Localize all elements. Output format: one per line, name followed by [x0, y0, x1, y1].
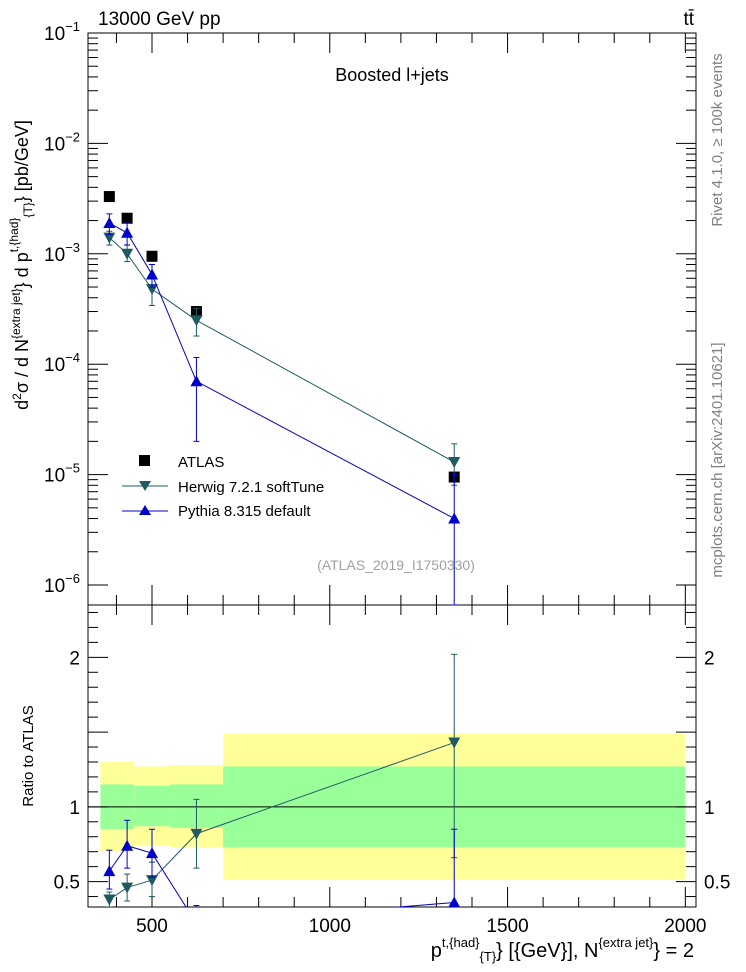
- pythia-main-point: [121, 226, 134, 238]
- herwig-main-line: [108, 237, 455, 463]
- atlas-main-point: [146, 250, 158, 262]
- herwig-main-point: [190, 315, 203, 327]
- side-rivet-label: Rivet 4.1.0, ≥ 100k events: [709, 53, 726, 226]
- main-y-tick-labels: 10−6 10−5 10−4 10−3 10−2 10−1: [44, 19, 80, 597]
- ratio-series-clipped: [103, 653, 461, 928]
- pythia-ratio-point: [121, 839, 134, 851]
- legend-pythia-marker: [139, 505, 151, 515]
- main-series-layer: [103, 191, 461, 606]
- ratio-band-green: [134, 785, 170, 827]
- x-axis-label: pt,{had}{T}} [{GeV}], N{extra jet}} = 2: [431, 935, 694, 964]
- herwig-ratio-point: [121, 882, 134, 894]
- herwig-main-point: [103, 232, 116, 244]
- legend-atlas-marker: [139, 455, 150, 466]
- header-process: tt̄: [683, 9, 694, 30]
- legend-herwig-label: Herwig 7.2.1 softTune: [178, 479, 324, 496]
- ratio-xtick-label: 500: [136, 916, 168, 937]
- herwig-ratio-point: [448, 737, 461, 749]
- main-ytick-label: 10−2: [44, 129, 80, 155]
- legend-atlas-label: ATLAS: [178, 454, 224, 471]
- atlas-main-point: [121, 212, 133, 224]
- analysis-watermark: (ATLAS_2019_I1750330): [317, 557, 475, 573]
- ratio-ytick-label-right: 2: [704, 648, 715, 669]
- ratio-xtick-label: 1500: [486, 916, 528, 937]
- legend-herwig-marker: [139, 481, 151, 491]
- pythia-ratio-point: [103, 865, 116, 877]
- pythia-main-point: [146, 268, 158, 280]
- plot-title: Boosted l+jets: [335, 65, 449, 85]
- side-mcplots-label: mcplots.cern.ch [arXiv:2401.10621]: [709, 342, 726, 577]
- pythia-main-point: [448, 512, 461, 524]
- pythia-ratio-point: [448, 896, 460, 907]
- pythia-main-point: [103, 217, 116, 229]
- herwig-ratio-point: [103, 894, 116, 906]
- herwig-ratio-point: [190, 828, 203, 840]
- main-ytick-label: 10−5: [44, 461, 80, 487]
- header-energy: 13000 GeV pp: [98, 9, 221, 30]
- atlas-main-point: [103, 191, 115, 203]
- main-ytick-label: 10−1: [44, 19, 80, 45]
- ratio-ytick-label: 1: [69, 798, 80, 819]
- ratio-xtick-label: 2000: [664, 916, 706, 937]
- main-ytick-label: 10−4: [44, 350, 80, 376]
- pythia-main-line: [109, 222, 455, 519]
- main-axis-ticks: [88, 32, 696, 605]
- legend: ATLAS Herwig 7.2.1 softTune Pythia 8.315…: [122, 454, 324, 520]
- main-y-axis-label: d2σ / d N{extra jet}} d pt,{had}{T}} [pb…: [7, 120, 35, 410]
- herwig-ratio-point: [146, 875, 158, 887]
- ratio-ytick-label-right: 0.5: [704, 873, 730, 894]
- ratio-ytick-label-right: 1: [704, 798, 715, 819]
- ratio-axis-ticks: 500 1000 1500 2000 0.5 0.5 1 1 2 2: [54, 605, 730, 937]
- ratio-plot-frame: [87, 604, 697, 908]
- pythia-main-point: [190, 375, 203, 387]
- ratio-ytick-label: 0.5: [54, 873, 80, 894]
- ratio-xtick-label: 1000: [309, 916, 351, 937]
- herwig-main-point: [448, 457, 461, 469]
- pythia-ratio-point: [190, 917, 202, 928]
- ratio-y-axis-label: Ratio to ATLAS: [20, 705, 37, 806]
- herwig-main-point: [121, 248, 134, 260]
- pythia-ratio-point: [146, 847, 158, 859]
- main-ytick-label: 10−6: [44, 571, 80, 597]
- main-ytick-label: 10−3: [44, 240, 80, 266]
- ratio-series-layer: [103, 653, 461, 928]
- ratio-ytick-label: 2: [69, 648, 80, 669]
- legend-pythia-label: Pythia 8.315 default: [178, 503, 311, 520]
